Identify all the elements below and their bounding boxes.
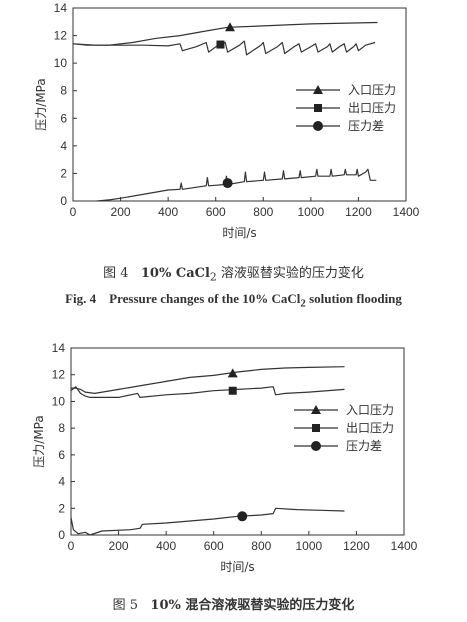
fig5-x-tick-label-6: 1200 bbox=[343, 539, 370, 553]
fig4-legend-label-1: 出口压力 bbox=[348, 101, 396, 115]
fig5-series-line-2 bbox=[70, 507, 345, 536]
fig4-series-marker-1 bbox=[216, 40, 225, 49]
fig5-x-tick-label-4: 800 bbox=[251, 539, 271, 553]
fig4-caption-en-prefix: Fig. 4 bbox=[65, 291, 97, 306]
fig4-x-tick-label-5: 1000 bbox=[298, 205, 325, 219]
fig5-series-marker-0 bbox=[227, 368, 238, 378]
fig4-x-tick-label-2: 400 bbox=[158, 205, 178, 219]
fig5-legend-label-2: 压力差 bbox=[346, 439, 382, 453]
fig4-caption-en-tail: solution flooding bbox=[305, 291, 402, 306]
fig5-x-tick-label-0: 0 bbox=[68, 539, 75, 553]
fig4-caption-sub: 2 bbox=[209, 270, 217, 284]
fig4-series-marker-0 bbox=[224, 22, 235, 32]
fig5-y-tick-label-3: 6 bbox=[58, 448, 65, 462]
fig5-y-tick-label-7: 14 bbox=[52, 341, 66, 355]
fig4-y-tick-label-6: 12 bbox=[54, 29, 68, 43]
fig5-y-tick-label-4: 8 bbox=[58, 421, 65, 435]
fig4-x-tick-label-3: 600 bbox=[206, 205, 226, 219]
fig4-legend-marker-2 bbox=[313, 121, 323, 131]
fig5-x-tick-label-5: 1000 bbox=[296, 539, 323, 553]
fig5-y-tick-label-5: 10 bbox=[52, 394, 66, 408]
fig4-y-tick-label-1: 2 bbox=[60, 166, 67, 180]
fig5-x-tick-label-3: 600 bbox=[204, 539, 224, 553]
fig4-caption-en-sub: 2 bbox=[300, 297, 306, 310]
fig5-y-tick-label-6: 12 bbox=[52, 368, 66, 382]
fig4-x-tick-label-7: 1400 bbox=[393, 205, 420, 219]
fig5-legend-label-1: 出口压力 bbox=[346, 421, 394, 435]
fig4-y-tick-label-3: 6 bbox=[60, 111, 67, 125]
fig5-x-tick-label-1: 200 bbox=[109, 539, 129, 553]
fig4-caption-tail: 溶液驱替实验的压力变化 bbox=[216, 266, 364, 281]
fig4-x-tick-label-6: 1200 bbox=[345, 205, 372, 219]
fig5-legend-marker-2 bbox=[311, 441, 321, 451]
fig5-series-line-1 bbox=[70, 386, 345, 398]
fig5-legend-marker-0 bbox=[311, 405, 321, 414]
fig5-legend-label-0: 入口压力 bbox=[346, 403, 394, 417]
fig4-caption-en-body: Pressure changes of the 10% CaCl bbox=[109, 291, 301, 306]
fig4-legend-label-0: 入口压力 bbox=[348, 83, 396, 97]
fig5-caption-cn: 图 5 10% 混合溶液驱替实验的压力变化 bbox=[0, 594, 467, 613]
fig4-caption-en: Fig. 4 Pressure changes of the 10% CaCl2… bbox=[0, 291, 467, 310]
fig5-x-tick-label-2: 400 bbox=[156, 539, 176, 553]
fig4-x-tick-label-4: 800 bbox=[253, 205, 273, 219]
fig5-legend-marker-1 bbox=[312, 424, 320, 432]
fig5-x-tick-label-7: 1400 bbox=[391, 539, 418, 553]
fig4-x-axis-label: 时间/s bbox=[222, 226, 256, 240]
fig5-caption-body: 10% 混合溶液驱替实验的压力变化 bbox=[150, 598, 355, 613]
fig5-y-tick-label-1: 2 bbox=[58, 501, 65, 515]
fig5-y-axis-label: 压力/MPa bbox=[32, 415, 46, 467]
fig5-series-line-0 bbox=[71, 366, 345, 394]
fig4-plot-frame bbox=[72, 7, 407, 202]
fig4-caption-body: 10% CaCl bbox=[140, 266, 210, 281]
fig4-y-tick-label-4: 8 bbox=[60, 84, 67, 98]
fig4-series-line-1 bbox=[72, 40, 376, 56]
fig4-caption-cn: 图 4 10% CaCl2 溶液驱替实验的压力变化 bbox=[0, 262, 467, 284]
fig4-series-line-2 bbox=[96, 168, 377, 202]
fig4-x-tick-label-0: 0 bbox=[70, 205, 77, 219]
fig5-series-marker-1 bbox=[228, 386, 237, 395]
fig4-y-tick-label-2: 4 bbox=[60, 139, 67, 153]
fig5-y-tick-label-0: 0 bbox=[58, 528, 65, 542]
fig4-legend-marker-1 bbox=[314, 104, 322, 112]
fig4-caption-prefix: 图 4 bbox=[103, 266, 129, 281]
chart-fig5: 0 200 400 600 800 1000 1200 1400 0 2 4 6 8 10 12 14 时间/s… bbox=[32, 341, 418, 574]
fig4-y-tick-label-0: 0 bbox=[60, 194, 67, 208]
fig5-y-tick-label-2: 4 bbox=[58, 475, 65, 489]
fig4-y-tick-label-5: 10 bbox=[54, 56, 68, 70]
fig5-series-marker-2 bbox=[237, 511, 248, 522]
fig4-y-tick-label-7: 14 bbox=[54, 1, 68, 15]
fig4-legend-marker-0 bbox=[313, 85, 323, 94]
fig4-y-axis-label: 压力/MPa bbox=[34, 78, 48, 130]
fig4-legend-label-2: 压力差 bbox=[348, 119, 384, 133]
fig5-caption-prefix: 图 5 bbox=[112, 598, 138, 613]
fig5-plot-frame bbox=[70, 347, 405, 536]
fig4-series-line-0 bbox=[72, 21, 378, 46]
fig4-x-tick-label-1: 200 bbox=[111, 205, 131, 219]
chart-fig4: 0 200 400 600 800 1000 1200 1400 0 2 4 6 8 10 12 14 时间/s… bbox=[34, 1, 420, 240]
fig5-x-axis-label: 时间/s bbox=[220, 560, 254, 574]
fig4-series-marker-2 bbox=[222, 178, 233, 189]
